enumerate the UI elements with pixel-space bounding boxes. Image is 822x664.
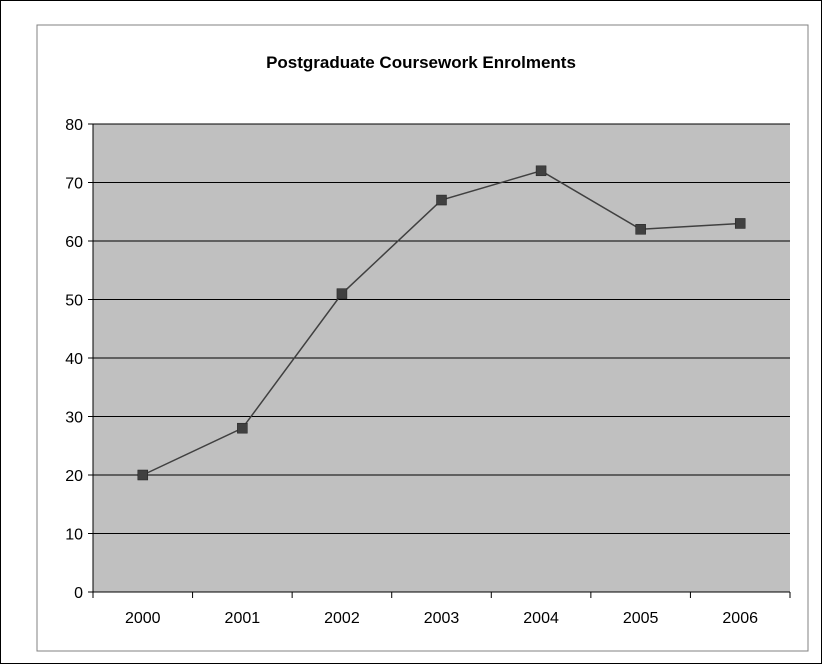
y-tick-label-60: 60 — [65, 234, 83, 251]
x-tick-label-2005: 2005 — [623, 610, 659, 627]
y-tick-label-70: 70 — [65, 176, 83, 193]
y-tick-label-20: 20 — [65, 468, 83, 485]
y-tick-label-0: 0 — [74, 585, 83, 602]
data-point-2000 — [137, 469, 149, 481]
chart-title: Postgraduate Coursework Enrolments — [266, 53, 576, 72]
x-tick-label-2000: 2000 — [125, 610, 161, 627]
x-tick-label-2003: 2003 — [424, 610, 460, 627]
x-tick-label-2001: 2001 — [225, 610, 261, 627]
x-tick-label-2006: 2006 — [722, 610, 758, 627]
x-tick-label-2004: 2004 — [523, 610, 559, 627]
data-point-2001 — [237, 422, 248, 434]
y-tick-label-80: 80 — [65, 117, 83, 134]
y-tick-label-30: 30 — [65, 410, 83, 427]
data-point-2003 — [436, 194, 447, 206]
y-tick-label-50: 50 — [65, 293, 83, 310]
data-point-2006 — [734, 218, 746, 229]
data-point-2005 — [635, 224, 646, 235]
x-tick-label-2002: 2002 — [324, 610, 360, 627]
data-point-2002 — [336, 288, 348, 299]
y-tick-label-40: 40 — [65, 351, 83, 368]
data-point-2004 — [535, 165, 547, 177]
plot-area-group: 0 10 20 30 40 50 60 70 80 2000 2001 2002 2003 2004 200… — [65, 117, 791, 627]
y-tick-label-10: 10 — [65, 527, 83, 544]
